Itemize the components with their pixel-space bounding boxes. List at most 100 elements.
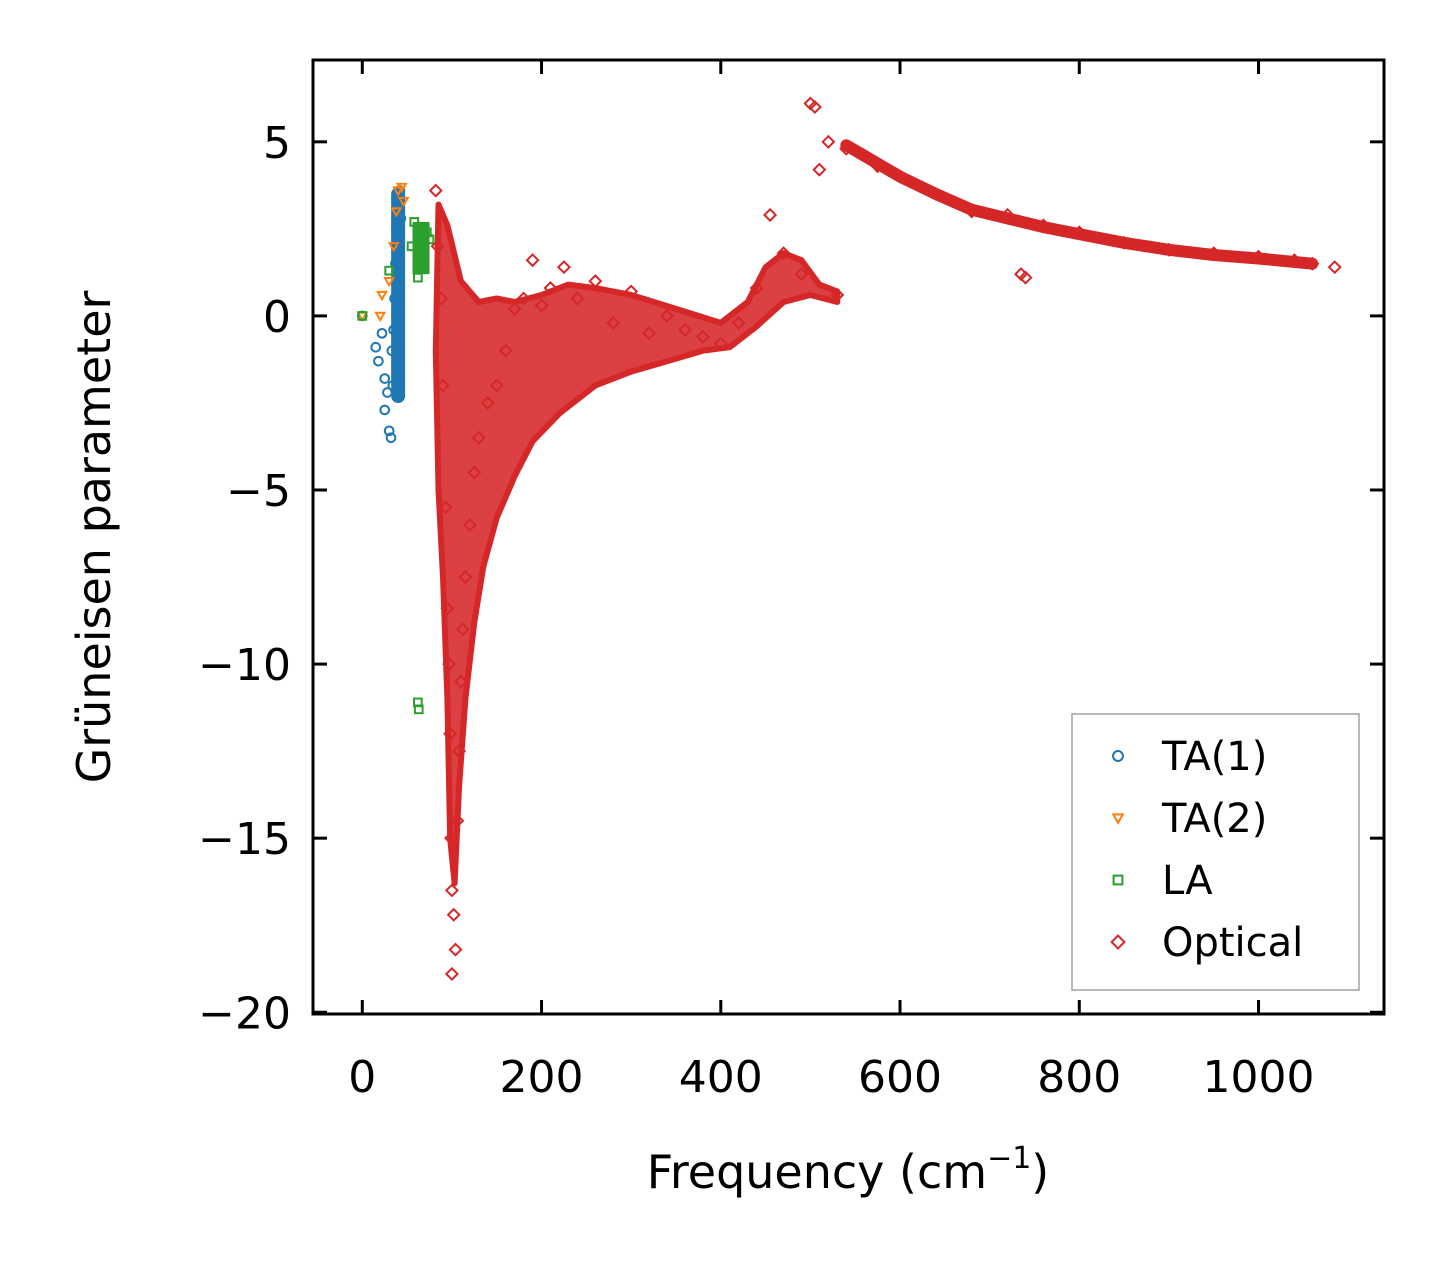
point-ta-1--11 — [388, 324, 400, 336]
point-optical-46 — [812, 162, 827, 177]
y-tick-label-3: −10 — [198, 640, 291, 691]
legend-label-3: Optical — [1162, 920, 1303, 966]
point-optical-11 — [446, 907, 461, 922]
legend-marker-3 — [1110, 934, 1126, 950]
y-axis-title: Grüneisen parameter — [67, 290, 121, 783]
point-optical-0 — [428, 183, 443, 198]
legend-marker-2 — [1112, 874, 1124, 886]
legend-label-1: TA(2) — [1161, 796, 1267, 842]
point-optical-56 — [1036, 218, 1051, 233]
point-optical-1 — [430, 239, 445, 254]
point-optical-64 — [1327, 260, 1342, 275]
point-ta-2--7 — [395, 182, 408, 194]
point-optical-40 — [749, 281, 764, 296]
point-optical-66 — [1014, 267, 1029, 282]
point-optical-12 — [448, 942, 463, 957]
point-optical-55 — [1000, 207, 1015, 222]
point-optical-28 — [543, 281, 558, 296]
y-tick-label-5: −20 — [198, 988, 291, 1039]
point-optical-5 — [440, 601, 455, 616]
point-optical-48 — [830, 288, 845, 303]
point-ta-2--1 — [374, 311, 387, 323]
point-optical-50 — [857, 148, 872, 163]
point-optical-27 — [534, 298, 549, 313]
point-ta-1--13 — [390, 258, 401, 270]
point-optical-32 — [606, 315, 621, 330]
point-ta-2--5 — [390, 207, 403, 218]
x-tick-label-4: 800 — [1037, 1052, 1121, 1103]
point-optical-19 — [467, 465, 482, 480]
axis-ticks — [313, 60, 1384, 1014]
point-ta-2--3 — [383, 276, 396, 288]
point-la-5 — [414, 258, 425, 269]
point-ta-1--5 — [382, 387, 393, 398]
point-optical-23 — [498, 343, 513, 358]
point-ta-1--3 — [376, 327, 388, 339]
point-optical-26 — [525, 253, 540, 268]
point-optical-8 — [444, 831, 459, 846]
point-ta-1--12 — [389, 293, 400, 304]
point-ta-1--1 — [370, 341, 382, 353]
point-optical-65 — [1018, 270, 1033, 285]
point-optical-41 — [763, 207, 778, 222]
point-la-2 — [406, 241, 417, 252]
point-optical-60 — [1206, 246, 1221, 261]
point-optical-63 — [1305, 256, 1320, 271]
point-ta-1--15 — [391, 240, 403, 252]
point-ta-1--14 — [391, 223, 402, 235]
point-optical-34 — [642, 326, 657, 341]
y-tick-label-4: −15 — [198, 814, 291, 865]
point-la-3 — [409, 217, 420, 227]
point-optical-14 — [452, 744, 467, 759]
point-optical-61 — [1251, 249, 1266, 264]
point-la-11 — [424, 234, 435, 245]
plot-frame — [311, 58, 1386, 1016]
point-optical-10 — [444, 966, 459, 981]
axis-tick-labels: 0 200 400 600 800 1000 5 0 −5 −10 −15 −20 — [198, 118, 1314, 1103]
point-optical-35 — [659, 308, 675, 323]
point-optical-20 — [471, 430, 486, 445]
legend-label-0: TA(1) — [1161, 734, 1267, 780]
point-optical-42 — [776, 246, 791, 261]
scatter-marks — [356, 96, 1342, 981]
point-optical-45 — [807, 99, 822, 115]
point-optical-30 — [570, 291, 585, 306]
legend: TA(1) TA(2) LA Optical — [1071, 713, 1360, 991]
x-tick-label-2: 400 — [679, 1052, 763, 1103]
point-optical-59 — [1161, 242, 1176, 257]
point-optical-36 — [677, 322, 692, 337]
point-optical-16 — [455, 622, 470, 637]
point-optical-51 — [870, 159, 885, 174]
point-ta-2--2 — [376, 290, 388, 302]
point-optical-21 — [480, 395, 495, 410]
point-ta-2--4 — [387, 242, 400, 253]
point-optical-37 — [695, 329, 710, 344]
legend-label-2: LA — [1162, 858, 1213, 904]
optical-band-shape — [432, 201, 841, 887]
point-la-1 — [384, 265, 395, 276]
point-ta-1--6 — [379, 404, 391, 416]
point-optical-33 — [624, 284, 639, 299]
point-optical-39 — [731, 315, 746, 330]
point-optical-22 — [489, 378, 504, 393]
optical-high-frequency-branch — [840, 139, 1319, 270]
point-ta-1--2 — [373, 355, 384, 367]
point-ta-1--10 — [387, 380, 399, 391]
point-optical-9 — [444, 883, 459, 898]
point-optical-18 — [462, 517, 477, 532]
point-optical-24 — [507, 301, 522, 316]
point-optical-62 — [1287, 253, 1302, 268]
x-axis-title: Frequency (cm−1) — [647, 1141, 1050, 1199]
point-optical-7 — [443, 726, 458, 741]
point-optical-58 — [1117, 235, 1132, 250]
point-optical-52 — [893, 169, 908, 184]
x-tick-label-3: 600 — [858, 1052, 942, 1103]
point-optical-47 — [821, 134, 836, 149]
y-tick-label-1: 0 — [263, 292, 291, 343]
legend-marker-0 — [1112, 750, 1124, 762]
point-ta-1--4 — [379, 373, 391, 384]
legend-marker-1 — [1111, 813, 1125, 825]
point-la-0 — [357, 311, 368, 321]
point-optical-4 — [438, 500, 453, 515]
